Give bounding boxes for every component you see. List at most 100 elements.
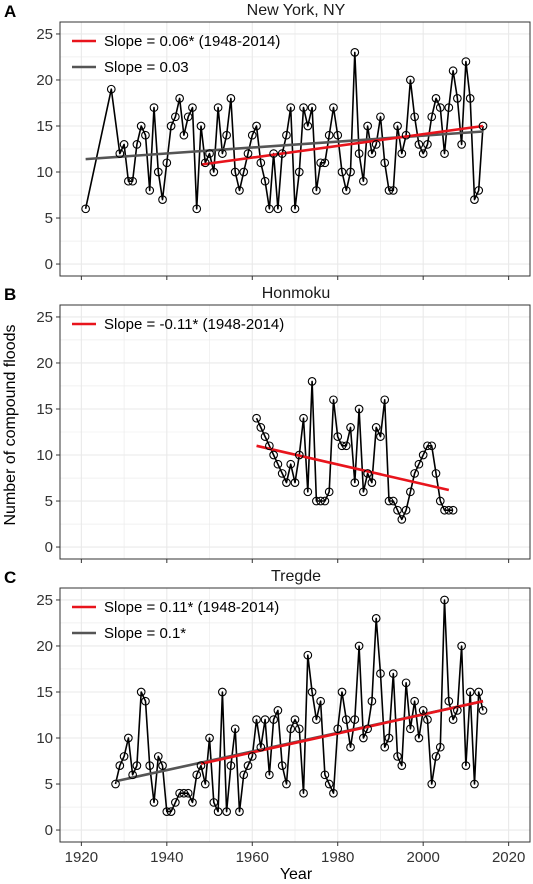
- panel-letter-c: C: [4, 568, 16, 587]
- data-point: [209, 167, 219, 177]
- data-point: [440, 505, 449, 515]
- data-point: [260, 176, 270, 186]
- data-point: [359, 733, 368, 743]
- panel-c-plot: 0 5 10 15 20 25 1920 1940 1960 1980 2000 2020 Slope …: [36, 587, 531, 866]
- data-point: [474, 186, 484, 195]
- data-point: [346, 742, 355, 752]
- data-point: [461, 57, 471, 66]
- data-point: [350, 715, 360, 724]
- data-point: [444, 103, 454, 112]
- data-point: [132, 761, 142, 770]
- data-point: [397, 149, 407, 158]
- data-point: [273, 204, 283, 214]
- y-tick-label: 20: [36, 72, 53, 89]
- data-point: [265, 204, 274, 214]
- data-point: [414, 459, 424, 469]
- x-tick-label: 2000: [406, 849, 439, 866]
- data-point: [269, 715, 278, 724]
- data-point: [299, 103, 308, 112]
- data-point: [312, 496, 321, 506]
- plot-frame: [59, 587, 531, 843]
- data-point: [282, 478, 291, 487]
- data-point: [354, 149, 364, 158]
- data-point: [453, 706, 462, 715]
- data-point: [196, 761, 206, 770]
- legend-label: Slope = 0.1*: [104, 625, 186, 642]
- data-point: [337, 687, 347, 697]
- data-point: [388, 496, 398, 506]
- data-point: [453, 94, 462, 103]
- data-point: [393, 505, 402, 515]
- data-point: [444, 696, 454, 706]
- data-point: [111, 779, 120, 789]
- data-point: [359, 487, 368, 497]
- data-point: [128, 176, 137, 186]
- data-point: [290, 204, 300, 214]
- panel-a-plot: 0 5 10 15 20 25 Slope = 0.06* (1948-2014) Slope…: [36, 21, 531, 280]
- data-point: [457, 641, 466, 651]
- data-point: [329, 788, 338, 798]
- panel-letter-a: A: [4, 2, 16, 21]
- data-point: [367, 478, 377, 487]
- data-point: [397, 515, 407, 524]
- data-point: [247, 130, 257, 140]
- data-point: [277, 761, 287, 770]
- data-point: [106, 84, 116, 94]
- legend-label: Slope = 0.06* (1948-2014): [104, 33, 280, 50]
- data-point: [286, 724, 296, 734]
- data-point: [333, 724, 343, 734]
- data-point: [367, 696, 377, 706]
- data-point: [260, 715, 270, 724]
- trend-line: [200, 124, 484, 166]
- data-point: [380, 742, 390, 752]
- data-point: [431, 94, 441, 103]
- legend-label: Slope = 0.03: [104, 59, 189, 76]
- data-point: [226, 94, 236, 103]
- data-point: [239, 167, 249, 177]
- data-point: [128, 770, 137, 780]
- data-point: [414, 140, 424, 149]
- data-point: [162, 158, 172, 168]
- data-point: [286, 103, 296, 112]
- data-point: [444, 505, 454, 515]
- data-point: [239, 770, 249, 780]
- x-tick-label: 1980: [321, 849, 354, 866]
- data-point: [226, 761, 236, 770]
- data-point: [153, 167, 163, 177]
- data-point: [320, 770, 330, 780]
- data-point: [282, 779, 291, 789]
- data-point: [294, 724, 304, 734]
- y-tick-label: 5: [45, 493, 53, 510]
- plot-frame: [59, 21, 531, 277]
- data-point: [205, 149, 214, 158]
- data-point: [81, 204, 90, 214]
- panel-c-title: Tregde: [271, 568, 321, 585]
- data-point: [324, 487, 334, 497]
- data-point: [312, 715, 321, 724]
- data-point: [371, 140, 381, 149]
- data-point: [162, 807, 172, 816]
- data-point: [354, 641, 364, 651]
- data-point: [410, 112, 419, 122]
- data-point: [299, 413, 308, 423]
- y-tick-label: 25: [36, 309, 53, 326]
- data-point: [401, 678, 411, 688]
- data-point: [230, 724, 240, 734]
- data-point: [376, 112, 385, 122]
- data-point: [290, 478, 300, 487]
- data-point: [435, 742, 445, 752]
- data-point: [196, 121, 206, 131]
- data-point: [329, 103, 338, 112]
- data-point: [213, 807, 223, 816]
- x-tick-label: 1940: [150, 849, 183, 866]
- data-point: [149, 798, 159, 807]
- data-point: [273, 459, 283, 469]
- data-point: [124, 733, 133, 743]
- data-point: [354, 404, 364, 414]
- x-tick-label: 1920: [65, 849, 98, 866]
- data-point: [440, 149, 449, 158]
- data-point: [448, 715, 458, 724]
- data-point: [124, 176, 133, 186]
- data-point: [115, 149, 125, 158]
